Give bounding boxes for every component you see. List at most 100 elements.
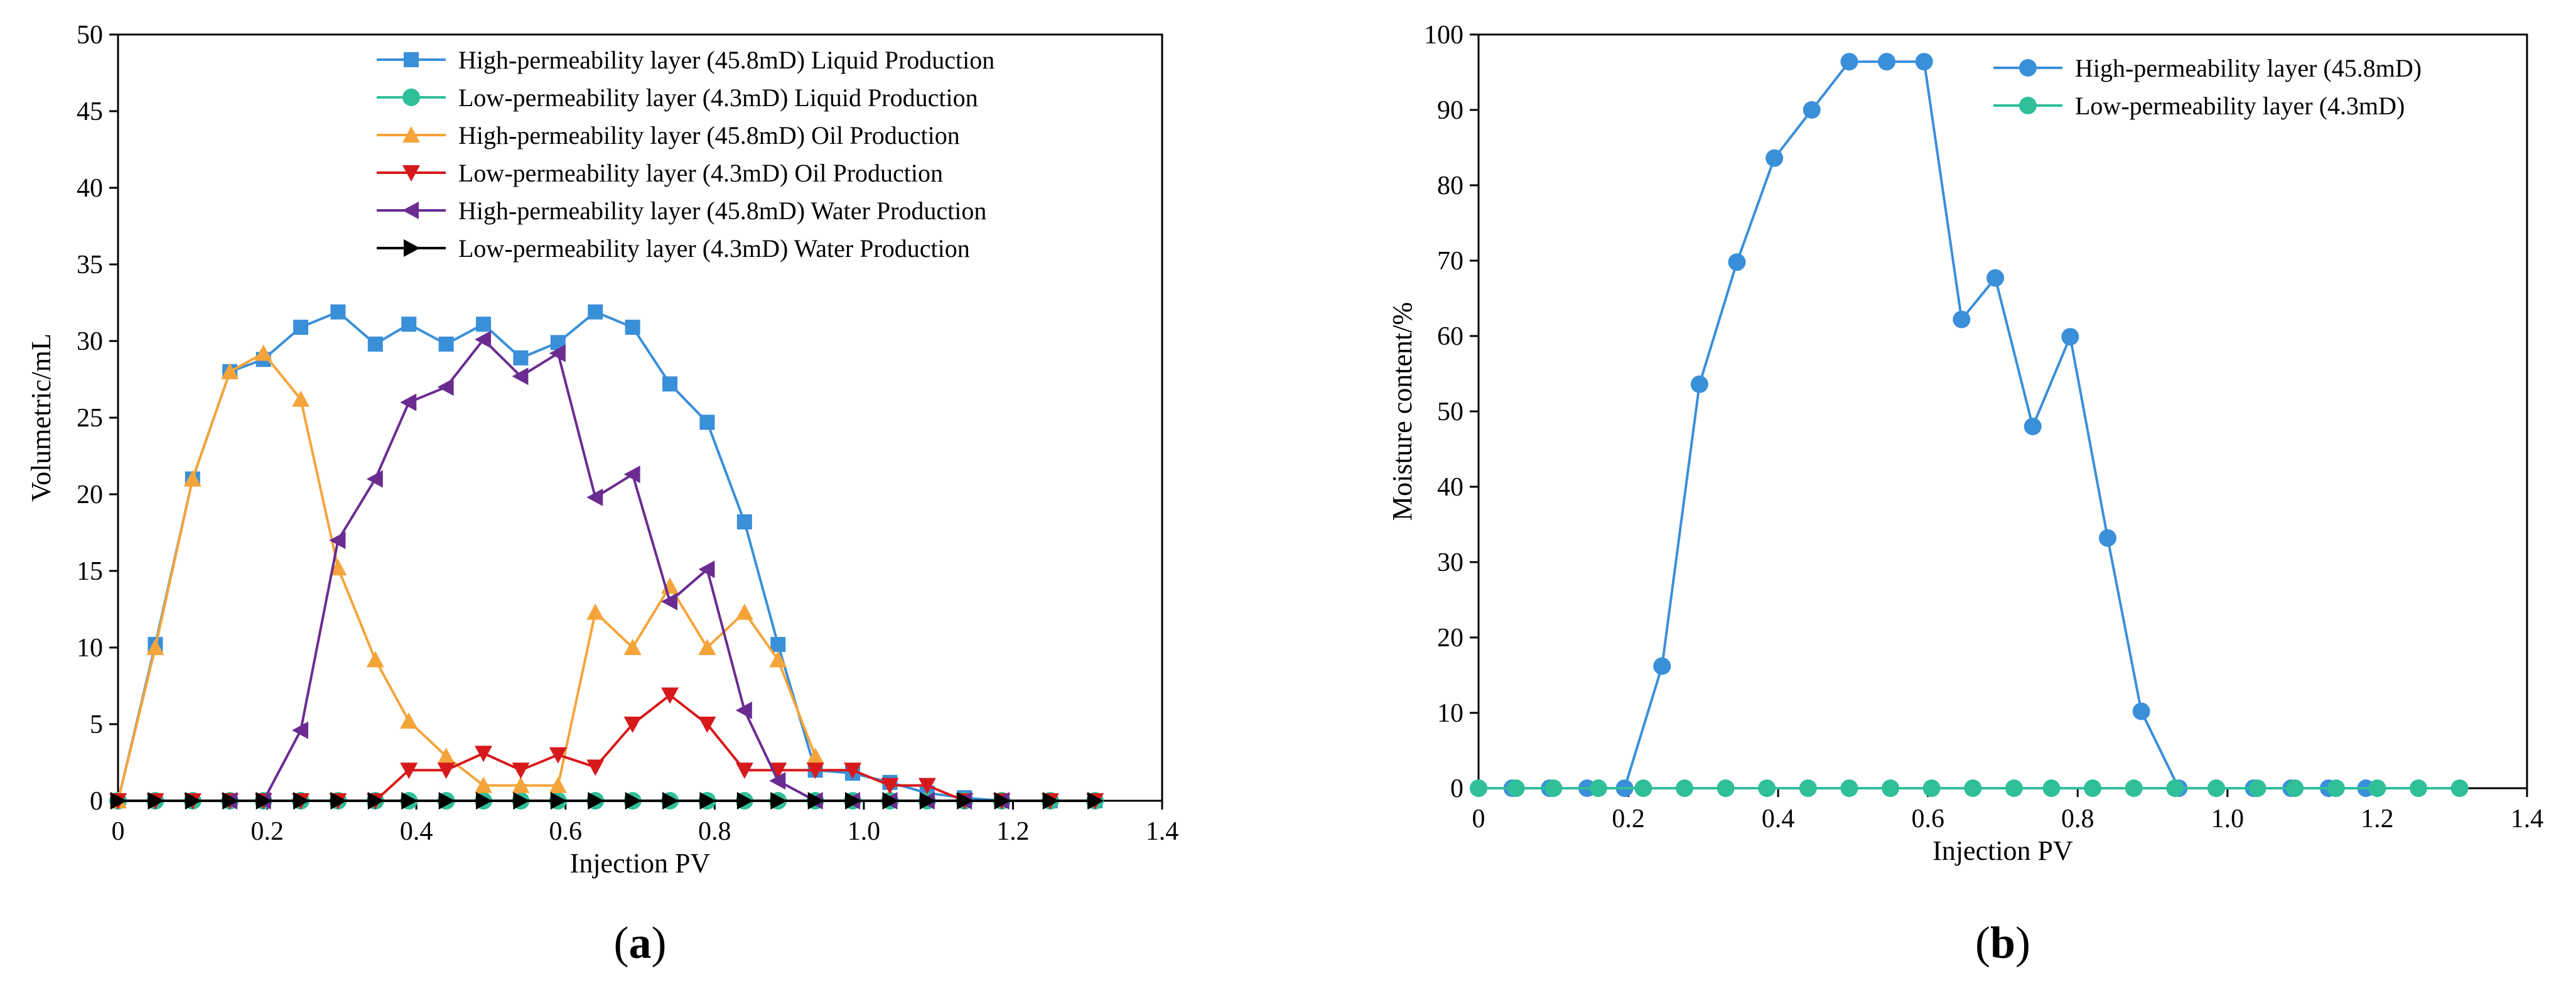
x-axis: 0 0.2 0.4 0.6 0.8 1.0 1.2 1.4 Injection PV: [1472, 788, 2544, 866]
y-tick-label: 30: [77, 327, 103, 356]
x-tick-label: 0.6: [549, 817, 582, 846]
legend-item: Low-permeability layer (4.3mD) Liquid Pr…: [377, 84, 978, 112]
data-point: [882, 792, 899, 810]
data-point: [736, 792, 753, 810]
data-point: [1470, 779, 1487, 797]
data-point: [769, 762, 787, 779]
series-3: [109, 344, 824, 808]
series-4: [109, 687, 1104, 810]
x-tick-label: 0: [1472, 805, 1485, 833]
data-point: [1765, 149, 1784, 167]
x-tick-label: 0.4: [1762, 805, 1795, 833]
data-point: [2450, 779, 2469, 797]
data-point: [881, 778, 899, 795]
data-point: [221, 362, 239, 379]
legend: High-permeability layer (45.8mD) Liquid …: [377, 46, 994, 263]
legend-label: Low-permeability layer (4.3mD) Water Pro…: [458, 234, 970, 263]
data-point: [475, 776, 493, 793]
data-point: [735, 603, 753, 620]
panel-label-open: (: [1975, 918, 1990, 968]
data-point: [1716, 779, 1735, 797]
y-tick-label: 35: [77, 251, 103, 279]
data-point: [293, 320, 309, 335]
x-tick-label: 1.2: [996, 817, 1030, 846]
y-axis-title: Moisture content/%: [1387, 302, 1418, 521]
legend-label: High-permeability layer (45.8mD) Water P…: [458, 197, 986, 225]
data-point: [662, 792, 679, 810]
data-point: [2132, 702, 2150, 720]
legend-swatch-marker: [2019, 97, 2037, 114]
data-point: [957, 792, 974, 810]
x-tick-label: 1.4: [2511, 805, 2544, 833]
legend-item: Low-permeability layer (4.3mD): [1993, 92, 2405, 120]
data-point: [623, 717, 642, 733]
data-point: [2042, 779, 2061, 797]
x-tick-label: 0.6: [1911, 805, 1944, 833]
data-point: [807, 792, 824, 810]
y-axis: 0 10 20 30 40 50 60 70 80 90 100 Moisture content/%: [1387, 21, 1479, 803]
panel-label-close: ): [652, 918, 667, 968]
data-point: [512, 776, 530, 793]
data-point: [254, 344, 272, 361]
data-point: [400, 762, 418, 779]
y-tick-label: 70: [1437, 247, 1463, 276]
y-tick-label: 10: [1437, 699, 1463, 728]
legend-item: High-permeability layer (45.8mD) Liquid …: [377, 46, 994, 74]
y-tick-label: 5: [90, 710, 103, 739]
data-point: [292, 390, 310, 407]
x-tick-label: 0.2: [251, 817, 284, 846]
data-point: [844, 762, 862, 779]
data-point: [1544, 779, 1563, 797]
data-point: [588, 304, 603, 320]
data-point: [2410, 779, 2428, 797]
data-point: [2024, 418, 2042, 435]
data-point: [367, 792, 384, 810]
plot-frame: [1477, 33, 2528, 789]
data-point: [549, 747, 567, 764]
data-point: [623, 465, 640, 484]
data-point: [549, 776, 567, 793]
data-point: [183, 470, 202, 487]
legend-swatch-marker: [404, 239, 420, 257]
data-point: [2286, 779, 2304, 797]
data-point: [1042, 792, 1059, 810]
x-tick-label: 0: [112, 817, 125, 846]
data-point: [475, 330, 492, 349]
data-point: [1589, 779, 1607, 797]
data-point: [661, 592, 678, 610]
legend-swatch-marker: [2019, 59, 2037, 77]
data-point: [1986, 269, 2005, 287]
data-point: [2166, 779, 2184, 797]
y-tick-label: 15: [77, 557, 103, 586]
data-point: [1087, 792, 1104, 810]
data-point: [588, 792, 605, 810]
y-tick-label: 100: [1424, 21, 1463, 50]
legend-label: High-permeability layer (45.8mD) Oil Pro…: [458, 121, 960, 149]
data-point: [367, 336, 383, 352]
data-point: [1882, 779, 1900, 797]
series-1: [110, 304, 1103, 808]
data-point: [662, 376, 678, 392]
x-tick-label: 0.4: [400, 817, 433, 846]
data-point: [437, 762, 455, 779]
data-point: [1803, 101, 1821, 119]
legend-item: High-permeability layer (45.8mD) Oil Pro…: [377, 121, 960, 149]
data-point: [1964, 779, 1982, 797]
x-tick-label: 1.2: [2361, 805, 2394, 833]
y-tick-label: 50: [1437, 398, 1463, 426]
data-point: [2099, 529, 2116, 547]
y-tick-label: 40: [1437, 473, 1463, 502]
plot-frame: [117, 33, 1163, 802]
legend-swatch-marker: [402, 165, 420, 182]
data-point: [586, 603, 605, 620]
data-point: [698, 639, 716, 655]
chart-panel-b: 0 0.2 0.4 0.6 0.8 1.0 1.2 1.4 Injection PV 0 10 20 3…: [1387, 21, 2543, 968]
data-point: [513, 792, 530, 810]
data-point: [586, 759, 605, 776]
data-point: [1799, 779, 1817, 797]
data-point: [698, 717, 716, 733]
legend-item: Low-permeability layer (4.3mD) Oil Produ…: [377, 159, 943, 187]
data-point: [1653, 657, 1671, 675]
panel-label: (b): [1975, 918, 2030, 968]
data-point: [2368, 779, 2386, 797]
